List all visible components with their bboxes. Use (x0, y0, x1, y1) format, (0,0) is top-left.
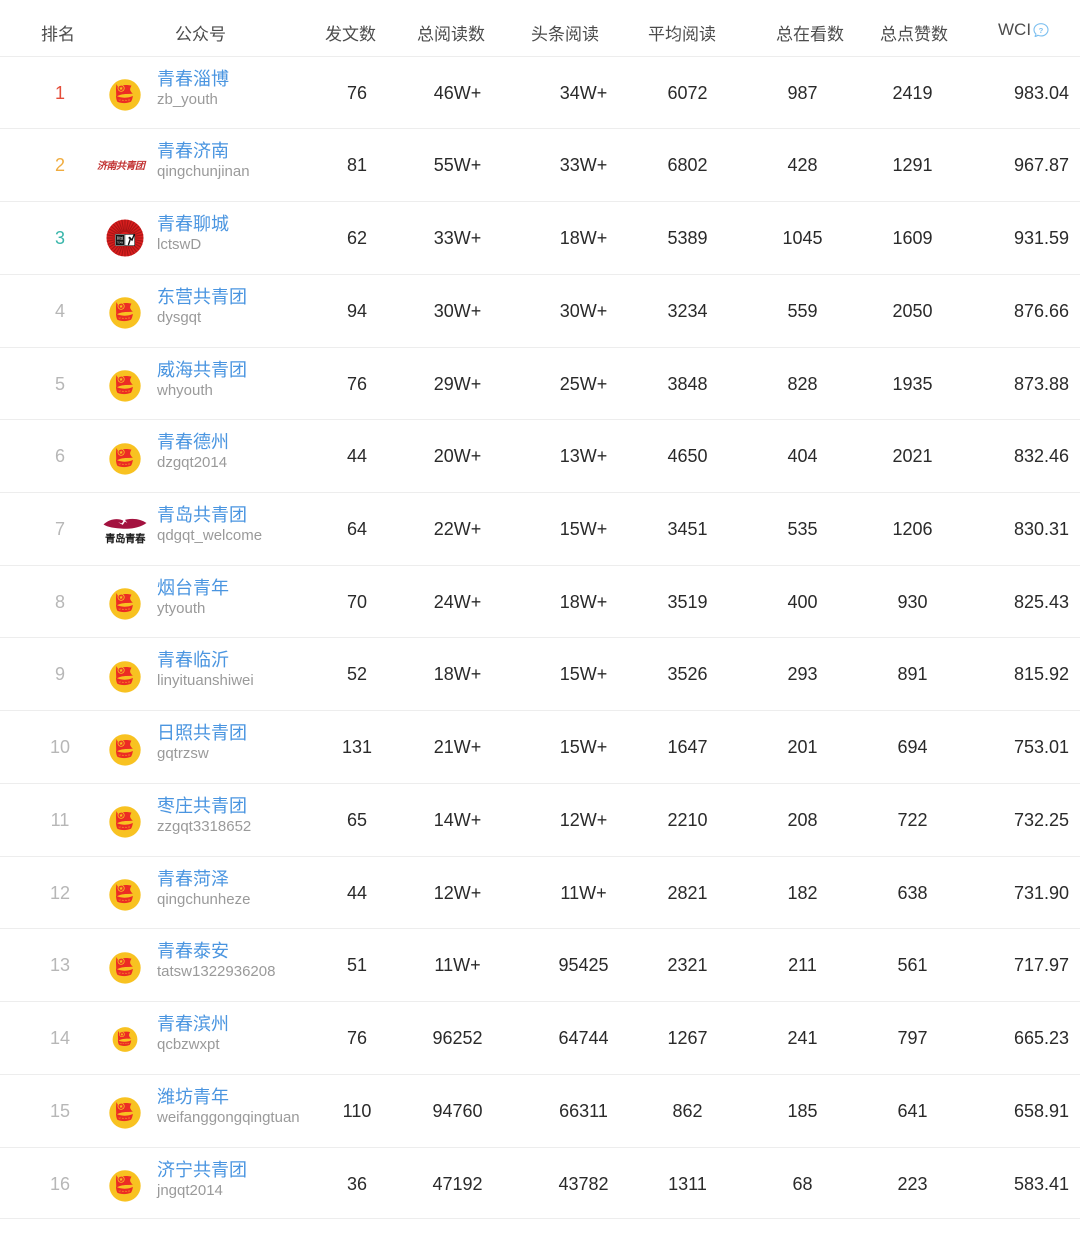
svg-text:济南共青团: 济南共青团 (97, 160, 147, 172)
svg-text:TEAM: TEAM (117, 242, 123, 245)
svg-text:?: ? (1039, 26, 1044, 35)
svg-text:聊城: 聊城 (117, 236, 124, 241)
